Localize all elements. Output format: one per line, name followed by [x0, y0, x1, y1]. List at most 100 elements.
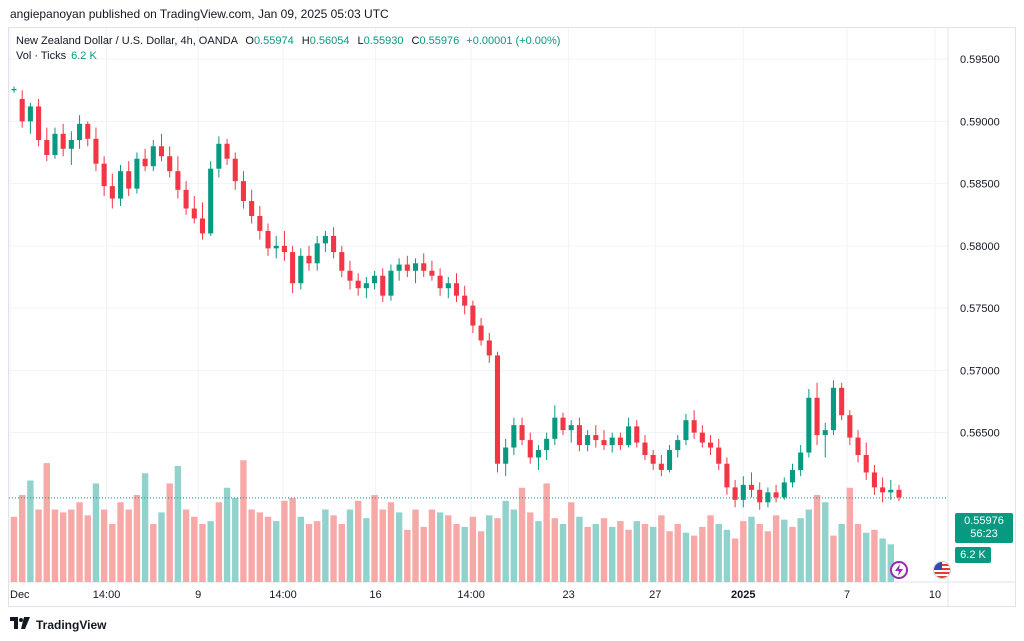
y-tick-label: 0.56500 [960, 428, 1000, 440]
volume-bar [461, 526, 468, 582]
candle-body [199, 218, 206, 234]
lightning-event-icon[interactable] [890, 561, 908, 579]
volume-bar [510, 509, 518, 582]
change-value: +0.00001 (+0.00%) [466, 35, 561, 47]
volume-bar [166, 483, 173, 582]
volume-bar [68, 509, 75, 582]
x-tick-label: 10 [929, 589, 941, 601]
candle-body [36, 106, 42, 141]
candle-body [306, 255, 312, 264]
volume-label[interactable]: Vol · Ticks [16, 50, 67, 62]
candle-body [568, 425, 574, 431]
volume-value: 6.2 K [71, 50, 97, 62]
candle-body [871, 472, 877, 488]
candle-body [609, 437, 615, 446]
x-tick-label: 14:00 [93, 589, 121, 601]
candle-body [748, 484, 755, 490]
volume-bar [477, 531, 485, 582]
candle-body [167, 156, 173, 172]
volume-bar [240, 460, 247, 582]
volume-bar [740, 521, 747, 582]
volume-bar [674, 524, 681, 582]
candle-body [486, 340, 492, 356]
volume-bar [682, 532, 690, 582]
last-volume-badge: 6.2 K [955, 547, 991, 563]
volume-bar [486, 515, 493, 582]
candle-body [527, 440, 533, 458]
candle-body [740, 484, 746, 500]
ohlc-legend: New Zealand Dollar / U.S. Dollar, 4h, OA… [16, 33, 560, 49]
volume-bar [51, 509, 59, 582]
volume-bar [330, 515, 337, 582]
open-value: 0.55974 [253, 35, 294, 47]
chart-frame [8, 27, 1016, 607]
volume-bar [805, 509, 813, 582]
volume-bar [256, 512, 264, 582]
candle-body [11, 89, 17, 91]
volume-bar [559, 524, 567, 582]
high-value: 0.56054 [309, 35, 350, 47]
volume-bar [789, 526, 796, 582]
candle-body [109, 186, 115, 199]
candle-body [314, 243, 320, 264]
close-label: C [411, 35, 420, 47]
volume-bar [338, 524, 345, 582]
volume-bar [182, 509, 190, 582]
candle-body [806, 397, 812, 453]
candle-body [732, 487, 738, 500]
candle-body [249, 201, 255, 216]
low-label: L [357, 35, 364, 47]
volume-bar [633, 521, 640, 582]
candle-body [675, 440, 681, 451]
candle-body [77, 123, 83, 141]
volume-bar [281, 500, 288, 582]
volume-bar [813, 495, 821, 582]
volume-bar [502, 500, 509, 582]
candle-body [363, 283, 369, 289]
volume-bar [297, 516, 305, 582]
volume-bar [707, 515, 714, 582]
volume-bar [600, 518, 608, 582]
volume-bar [313, 521, 321, 582]
candle-body [617, 437, 623, 446]
volume-bar [264, 516, 272, 582]
candle-body [888, 489, 894, 493]
volume-bar [797, 518, 804, 582]
x-tick-label: 27 [649, 589, 661, 601]
x-tick-label: 9 [195, 589, 201, 601]
volume-bar [289, 497, 296, 582]
volume-bar [551, 518, 559, 582]
volume-bar [527, 512, 534, 582]
candle-body [839, 387, 845, 416]
us-flag-event-icon[interactable] [933, 561, 951, 579]
volume-bar [322, 509, 329, 582]
candle-body [175, 171, 181, 190]
x-tick-label: 14:00 [269, 589, 297, 601]
candle-body [511, 425, 517, 448]
candle-body [478, 325, 484, 341]
volume-bar [592, 524, 600, 582]
candle-body [453, 283, 460, 296]
volume-bar [354, 500, 362, 582]
candle-body [544, 438, 550, 451]
candle-body [560, 417, 566, 431]
candle-body [331, 235, 337, 253]
candle-body [265, 230, 271, 249]
candle-body [208, 168, 214, 234]
volume-bar [863, 532, 870, 582]
candle-body [503, 447, 509, 464]
candle-body [273, 245, 279, 249]
publisher-line: angiepanoyan published on TradingView.co… [10, 7, 389, 21]
volume-bar [879, 538, 886, 582]
candle-body [462, 295, 468, 306]
volume-bar [84, 515, 91, 582]
volume-bar [420, 526, 427, 582]
volume-bar [117, 502, 124, 582]
symbol-title[interactable]: New Zealand Dollar / U.S. Dollar, 4h, OA… [16, 35, 238, 47]
candle-body [658, 463, 664, 470]
x-tick-label: 16 [369, 589, 381, 601]
volume-bar [92, 483, 100, 582]
x-tick-label: 2025 [731, 589, 755, 601]
volume-legend: Vol · Ticks 6.2 K [16, 50, 97, 62]
